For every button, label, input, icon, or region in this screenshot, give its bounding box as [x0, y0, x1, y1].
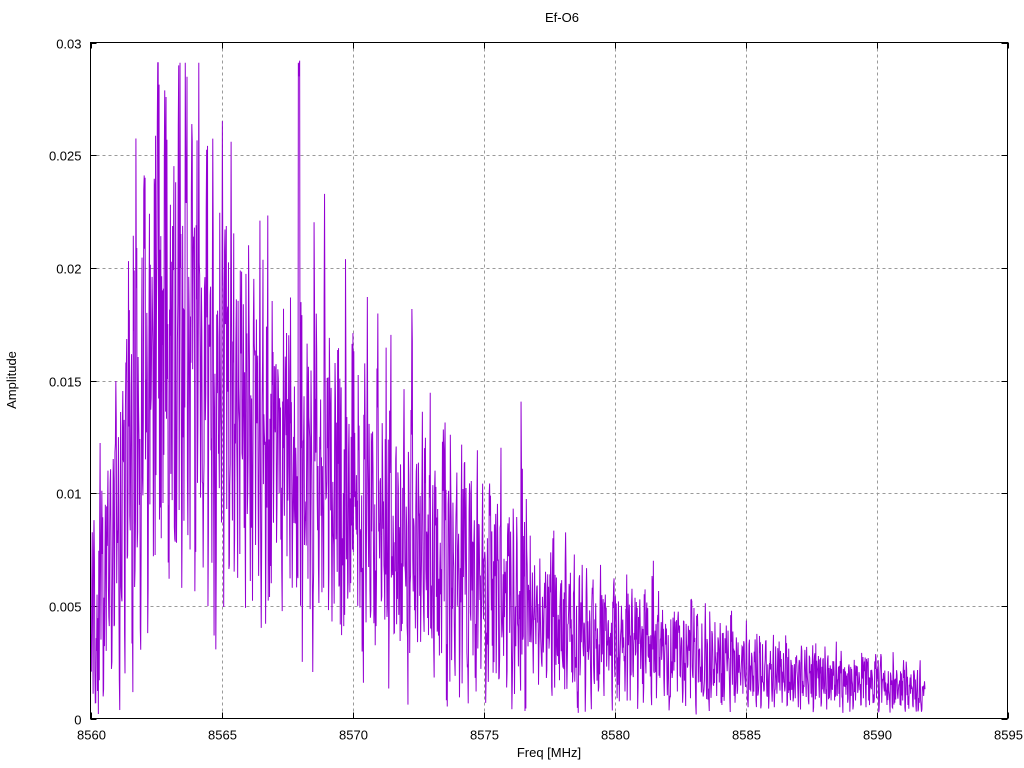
x-tick-label: 8595 [994, 728, 1023, 743]
y-tick-label: 0.02 [56, 262, 81, 277]
x-tick-label: 8590 [863, 728, 892, 743]
x-tick-label: 8580 [601, 728, 630, 743]
y-tick-label: 0 [74, 713, 81, 728]
x-tick-label: 8570 [339, 728, 368, 743]
spectrum-trace [90, 60, 926, 715]
x-tick-label: 8575 [470, 728, 499, 743]
y-tick-label: 0.03 [56, 37, 81, 52]
y-tick-label: 0.015 [49, 375, 82, 390]
y-tick-label: 0.01 [56, 487, 81, 502]
data-series-group [90, 60, 926, 715]
y-tick-label: 0.025 [49, 149, 82, 164]
x-tick-label: 8565 [208, 728, 237, 743]
x-tick-label: 8585 [732, 728, 761, 743]
x-axis-ticks: 8560 8565 8570 8575 8580 8585 8590 8595 [77, 42, 1023, 743]
y-tick-label: 0.005 [49, 600, 82, 615]
chart-title: Ef-O6 [545, 10, 579, 25]
y-axis-label: Amplitude [4, 351, 19, 409]
plot-frame [90, 42, 1008, 719]
x-tick-label: 8560 [77, 728, 106, 743]
x-axis-label: Freq [MHz] [517, 745, 581, 760]
